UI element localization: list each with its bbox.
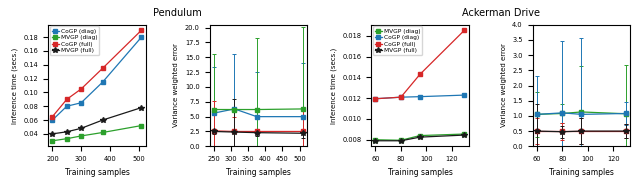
Text: Ackerman Drive: Ackerman Drive <box>461 8 540 18</box>
Y-axis label: Inference time (secs.): Inference time (secs.) <box>12 47 18 124</box>
Legend: CoGP (diag), MVGP (diag), CoGP (full), MVGP (full): CoGP (diag), MVGP (diag), CoGP (full), M… <box>50 26 99 55</box>
Y-axis label: Inference time (secs.): Inference time (secs.) <box>330 47 337 124</box>
X-axis label: Training samples: Training samples <box>387 168 452 177</box>
Text: Pendulum: Pendulum <box>154 8 202 18</box>
X-axis label: Training samples: Training samples <box>549 168 614 177</box>
Y-axis label: Variance weighted error: Variance weighted error <box>500 44 507 127</box>
X-axis label: Training samples: Training samples <box>65 168 129 177</box>
X-axis label: Training samples: Training samples <box>226 168 291 177</box>
Legend: MVGP (diag), CoGP (diag), CoGP (full), MVGP (full): MVGP (diag), CoGP (diag), CoGP (full), M… <box>372 26 422 55</box>
Y-axis label: Variance weighted error: Variance weighted error <box>173 44 179 127</box>
